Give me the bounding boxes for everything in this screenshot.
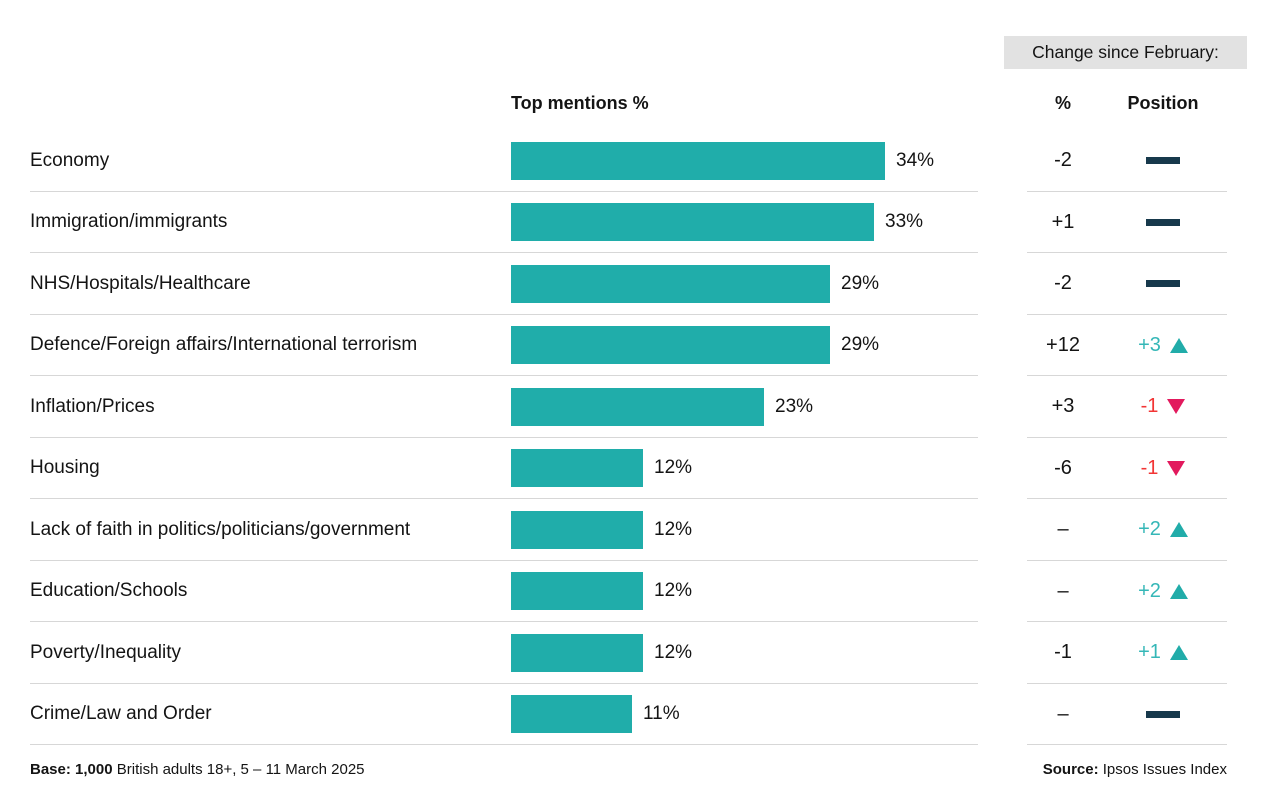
chart-row: Economy 34% -2 xyxy=(0,130,1266,192)
chart-row: Immigration/immigrants 33% +1 xyxy=(0,192,1266,254)
top-mentions-column-header: Top mentions % xyxy=(511,93,649,113)
bar-cell: 34% xyxy=(511,141,978,180)
change-since-february-header: Change since February: xyxy=(1004,36,1247,69)
triangle-up-icon xyxy=(1169,337,1188,353)
percent-change-value: +3 xyxy=(1051,395,1075,418)
triangle-down-icon xyxy=(1167,399,1186,415)
bar-value-label: 12% xyxy=(654,518,693,540)
category-label: Housing xyxy=(30,457,100,479)
bar xyxy=(511,326,830,365)
percent-change-value: +1 xyxy=(1051,210,1075,233)
bar xyxy=(511,633,643,672)
bar-value-label: 12% xyxy=(654,457,693,479)
bar-cell: 29% xyxy=(511,264,978,303)
position-change-label: +1 xyxy=(1138,641,1161,664)
percent-change-value: – xyxy=(1057,518,1069,541)
no-change-dash-icon xyxy=(1146,218,1180,226)
category-label: Economy xyxy=(30,149,110,171)
change-since-february-label: Change since February: xyxy=(1032,42,1219,62)
bar-value-label: 29% xyxy=(841,334,880,356)
bar xyxy=(511,264,830,303)
bar xyxy=(511,203,874,242)
bar-value-label: 34% xyxy=(896,149,935,171)
chart-row: Lack of faith in politics/politicians/go… xyxy=(0,499,1266,561)
position-change-label: +3 xyxy=(1138,333,1161,356)
source-note-bold: Source: xyxy=(1042,761,1099,778)
bar-value-label: 11% xyxy=(643,703,680,725)
position-change-cell: +1 xyxy=(1099,641,1227,664)
position-change-cell xyxy=(1099,218,1227,226)
bar-cell: 12% xyxy=(511,633,978,672)
percent-change-value: – xyxy=(1057,579,1069,602)
bar-value-label: 29% xyxy=(841,272,880,294)
chart-row: Education/Schools 12% – +2 xyxy=(0,561,1266,623)
chart-rows: Economy 34% -2 Immigration/immigrants 33% +1 N… xyxy=(0,130,1266,745)
base-note-bold: Base: 1,000 xyxy=(30,761,113,778)
base-note: Base: 1,000 British adults 18+, 5 – 11 M… xyxy=(30,761,365,778)
source-note-text: Ipsos Issues Index xyxy=(1098,761,1227,778)
position-change-column-header: Position xyxy=(1127,93,1199,113)
bar-cell: 12% xyxy=(511,449,978,488)
chart-row: Poverty/Inequality 12% -1 +1 xyxy=(0,622,1266,684)
base-note-text: British adults 18+, 5 – 11 March 2025 xyxy=(112,761,365,778)
bar-cell: 33% xyxy=(511,203,978,242)
no-change-dash-icon xyxy=(1146,157,1180,165)
percent-change-value: +12 xyxy=(1046,333,1080,356)
percent-change-value: -2 xyxy=(1054,272,1072,295)
bar xyxy=(511,695,632,734)
position-change-cell: +2 xyxy=(1099,580,1227,603)
no-change-dash-icon xyxy=(1146,280,1180,288)
triangle-up-icon xyxy=(1169,522,1188,538)
bar-cell: 11% xyxy=(511,695,978,734)
chart-row: Housing 12% -6 -1 xyxy=(0,438,1266,500)
chart-row: Crime/Law and Order 11% – xyxy=(0,684,1266,746)
bar-value-label: 12% xyxy=(654,580,693,602)
source-note: Source: Ipsos Issues Index xyxy=(1043,761,1227,778)
position-change-label: +2 xyxy=(1138,579,1161,602)
position-change-cell xyxy=(1099,710,1227,718)
category-label: Lack of faith in politics/politicians/go… xyxy=(30,518,411,540)
bar xyxy=(511,510,643,549)
bar-cell: 12% xyxy=(511,510,978,549)
bar xyxy=(511,449,643,488)
chart-row: NHS/Hospitals/Healthcare 29% -2 xyxy=(0,253,1266,315)
bar xyxy=(511,572,643,611)
percent-change-value: -2 xyxy=(1054,149,1072,172)
position-change-cell: -1 xyxy=(1099,457,1227,480)
position-change-cell: -1 xyxy=(1099,395,1227,418)
position-change-label: +2 xyxy=(1138,518,1161,541)
triangle-up-icon xyxy=(1169,645,1188,661)
percent-change-value: -1 xyxy=(1054,641,1072,664)
category-label: Immigration/immigrants xyxy=(30,211,228,233)
category-label: Inflation/Prices xyxy=(30,395,155,417)
position-change-cell xyxy=(1099,157,1227,165)
triangle-up-icon xyxy=(1169,583,1188,599)
position-change-label: -1 xyxy=(1140,395,1159,418)
bar-value-label: 33% xyxy=(885,211,924,233)
triangle-down-icon xyxy=(1167,460,1186,476)
category-label: Crime/Law and Order xyxy=(30,703,212,725)
percent-change-column-header: % xyxy=(1054,93,1071,113)
chart-row: Defence/Foreign affairs/International te… xyxy=(0,315,1266,377)
bar xyxy=(511,387,764,426)
position-change-cell xyxy=(1099,280,1227,288)
category-label: Education/Schools xyxy=(30,580,188,602)
bar-cell: 29% xyxy=(511,326,978,365)
position-change-cell: +2 xyxy=(1099,518,1227,541)
category-label: Poverty/Inequality xyxy=(30,641,182,663)
percent-change-value: -6 xyxy=(1054,456,1072,479)
bar-value-label: 12% xyxy=(654,641,693,663)
bar-value-label: 23% xyxy=(775,395,814,417)
bar xyxy=(511,141,885,180)
bar-cell: 23% xyxy=(511,387,978,426)
position-change-label: -1 xyxy=(1140,456,1159,479)
position-change-cell: +3 xyxy=(1099,334,1227,357)
category-label: Defence/Foreign affairs/International te… xyxy=(30,334,418,356)
chart-row: Inflation/Prices 23% +3 -1 xyxy=(0,376,1266,438)
no-change-dash-icon xyxy=(1146,710,1180,718)
bar-cell: 12% xyxy=(511,572,978,611)
category-label: NHS/Hospitals/Healthcare xyxy=(30,272,251,294)
percent-change-value: – xyxy=(1057,702,1069,725)
